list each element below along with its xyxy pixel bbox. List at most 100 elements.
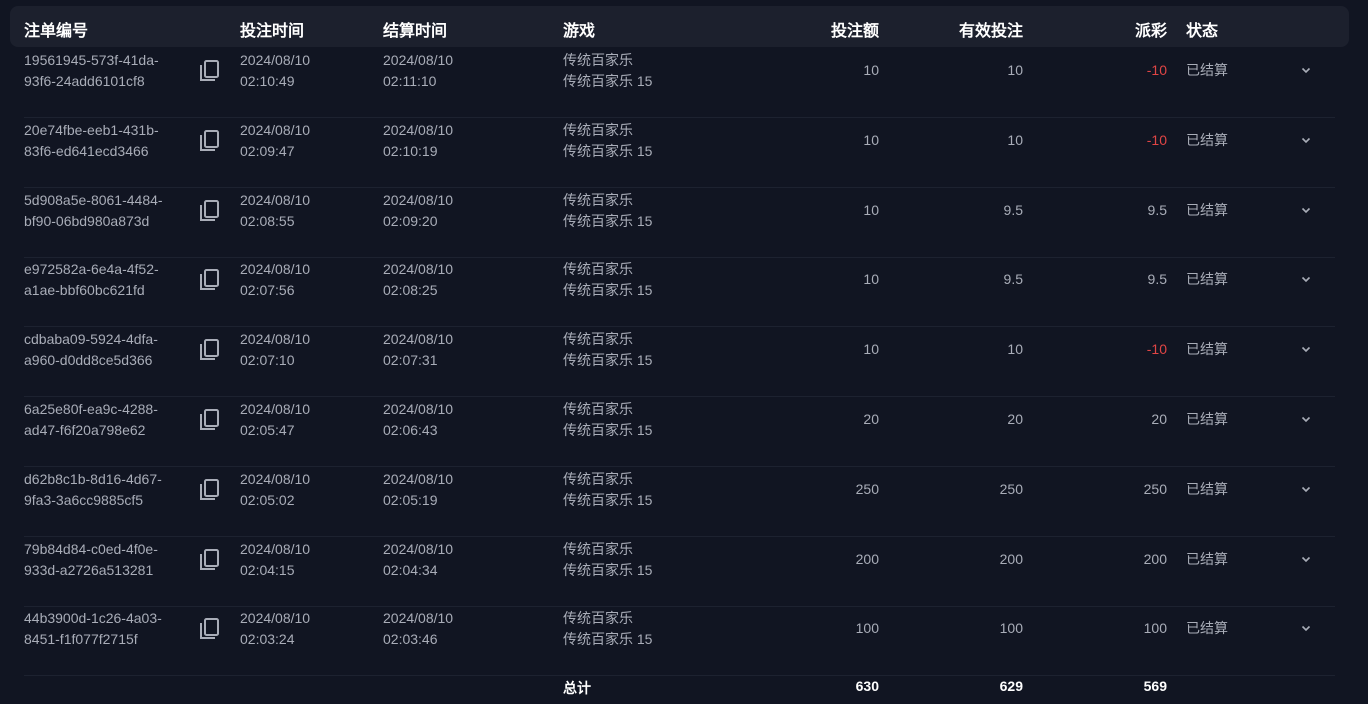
bet-clock: 02:03:24 bbox=[240, 631, 295, 648]
chevron-down-icon[interactable] bbox=[1300, 622, 1312, 634]
order-id-line1: 44b3900d-1c26-4a03- bbox=[24, 610, 162, 627]
bet-clock: 02:05:47 bbox=[240, 422, 295, 438]
game-name: 传统百家乐 bbox=[563, 52, 633, 68]
bet-time: 2024/08/10 02:10:49 bbox=[240, 50, 310, 92]
table-row[interactable]: 79b84d84-c0ed-4f0e- 933d-a2726a513281 202… bbox=[24, 537, 1335, 607]
total-valid: 629 bbox=[999, 678, 1023, 694]
copy-icon[interactable] bbox=[199, 408, 221, 432]
bet-date: 2024/08/10 bbox=[240, 191, 311, 208]
order-id-line1: cdbaba09-5924-4dfa- bbox=[24, 331, 158, 348]
settle-time: 2024/08/10 02:08:25 bbox=[383, 259, 453, 301]
settle-time: 2024/08/10 02:09:20 bbox=[383, 190, 453, 232]
payout: 9.5 bbox=[1147, 201, 1167, 218]
table-row[interactable]: 20e74fbe-eeb1-431b- 83f6-ed641ecd3466 202… bbox=[24, 118, 1335, 188]
copy-icon[interactable] bbox=[199, 268, 221, 292]
order-id-line2: 8451-f1f077f2715f bbox=[24, 631, 138, 648]
chevron-down-icon[interactable] bbox=[1300, 413, 1312, 425]
bet-amount: 20 bbox=[863, 411, 879, 427]
bet-date: 2024/08/10 bbox=[240, 610, 311, 627]
table-row[interactable]: 19561945-573f-41da- 93f6-24add6101cf8 202… bbox=[24, 48, 1335, 118]
bet-amount: 200 bbox=[855, 550, 879, 567]
game-table: 传统百家乐 15 bbox=[563, 631, 653, 648]
order-id-line1: d62b8c1b-8d16-4d67- bbox=[24, 470, 162, 487]
bet-clock: 02:07:56 bbox=[240, 282, 295, 299]
settle-clock: 02:07:31 bbox=[383, 352, 438, 369]
game-name: 传统百家乐 bbox=[563, 261, 633, 278]
bet-amount: 100 bbox=[855, 620, 879, 637]
bet-date: 2024/08/10 bbox=[240, 261, 311, 278]
bet-date: 2024/08/10 bbox=[240, 470, 311, 487]
bet-clock: 02:07:10 bbox=[240, 352, 295, 369]
chevron-down-icon[interactable] bbox=[1300, 343, 1312, 355]
bet-clock: 02:05:02 bbox=[240, 491, 295, 508]
game: 传统百家乐 传统百家乐 15 bbox=[563, 120, 652, 162]
game: 传统百家乐 传统百家乐 15 bbox=[563, 399, 652, 441]
copy-icon[interactable] bbox=[199, 548, 221, 572]
order-id: 19561945-573f-41da- 93f6-24add6101cf8 bbox=[24, 50, 159, 92]
bet-date: 2024/08/10 bbox=[240, 52, 311, 68]
settle-clock: 02:04:34 bbox=[383, 561, 438, 578]
game: 传统百家乐传统百家乐 15 bbox=[563, 259, 652, 301]
table-row[interactable]: 5d908a5e-8061-4484- bf90-06bd980a873d 202… bbox=[24, 188, 1335, 258]
col-bet-amount: 投注额 bbox=[830, 23, 879, 40]
order-id: 20e74fbe-eeb1-431b- 83f6-ed641ecd3466 bbox=[24, 120, 159, 162]
chevron-down-icon[interactable] bbox=[1300, 273, 1312, 285]
table-row[interactable]: cdbaba09-5924-4dfa-a960-d0dd8ce5d366 202… bbox=[24, 327, 1335, 398]
chevron-down-icon[interactable] bbox=[1300, 134, 1312, 146]
col-order-id: 注单编号 bbox=[24, 23, 89, 40]
payout: 20 bbox=[1151, 411, 1167, 427]
bet-clock: 02:09:47 bbox=[240, 142, 295, 159]
game-table: 传统百家乐 15 bbox=[563, 282, 653, 299]
copy-icon[interactable] bbox=[199, 338, 221, 362]
order-id-line1: 79b84d84-c0ed-4f0e- bbox=[24, 540, 158, 557]
game: 传统百家乐 传统百家乐 15 bbox=[563, 190, 652, 232]
bet-clock: 02:08:55 bbox=[240, 212, 295, 229]
settle-date: 2024/08/10 bbox=[383, 261, 454, 278]
chevron-down-icon[interactable] bbox=[1300, 204, 1312, 216]
copy-icon[interactable] bbox=[199, 617, 221, 641]
game: 传统百家乐 传统百家乐 15 bbox=[563, 329, 652, 371]
bet-time: 2024/08/10 02:04:15 bbox=[240, 539, 310, 581]
copy-icon[interactable] bbox=[199, 199, 221, 223]
table-header: 注单编号 投注时间 结算时间 游戏 投注额 有效投注 派彩 状态 bbox=[10, 6, 1349, 47]
game-name: 传统百家乐 bbox=[563, 610, 633, 627]
game: 传统百家乐 传统百家乐 15 bbox=[563, 539, 652, 581]
status: 已结算 bbox=[1186, 62, 1228, 78]
col-bet-time: 投注时间 bbox=[240, 23, 305, 40]
status: 已结算 bbox=[1186, 131, 1228, 148]
valid-bet: 20 bbox=[1007, 411, 1023, 427]
table-row[interactable]: d62b8c1b-8d16-4d67- 9fa3-3a6cc9885cf5 202… bbox=[24, 467, 1335, 537]
game-table: 传统百家乐 15 bbox=[563, 561, 653, 578]
chevron-down-icon[interactable] bbox=[1300, 64, 1312, 76]
copy-icon[interactable] bbox=[199, 59, 221, 83]
settle-clock: 02:10:19 bbox=[383, 142, 438, 159]
settle-time: 2024/08/10 02:07:31 bbox=[383, 329, 453, 371]
chevron-down-icon[interactable] bbox=[1300, 483, 1312, 495]
bet-time: 2024/08/10 02:07:56 bbox=[240, 259, 310, 301]
status: 已结算 bbox=[1186, 550, 1228, 567]
valid-bet: 10 bbox=[1007, 131, 1023, 148]
settle-clock: 02:06:43 bbox=[383, 422, 438, 438]
game-table: 传统百家乐 15 bbox=[563, 73, 653, 89]
settle-time: 2024/08/10 02:11:10 bbox=[383, 50, 453, 92]
valid-bet: 9.5 bbox=[1003, 201, 1023, 218]
payout: -10 bbox=[1146, 62, 1167, 78]
game: 传统百家乐传统百家乐 15 bbox=[563, 50, 652, 92]
table-row[interactable]: 6a25e80f-ea9c-4288- ad47-f6f20a798e62 202… bbox=[24, 397, 1335, 467]
valid-bet: 100 bbox=[999, 620, 1023, 637]
col-settle-time: 结算时间 bbox=[383, 23, 448, 40]
order-id-line1: 19561945-573f-41da- bbox=[24, 52, 159, 68]
settle-time: 2024/08/10 02:10:19 bbox=[383, 120, 453, 162]
copy-icon[interactable] bbox=[199, 478, 221, 502]
settle-date: 2024/08/10 bbox=[383, 191, 454, 208]
chevron-down-icon[interactable] bbox=[1300, 553, 1312, 565]
total-label: 总计 bbox=[563, 680, 591, 696]
status: 已结算 bbox=[1186, 411, 1228, 427]
col-valid-bet: 有效投注 bbox=[958, 23, 1023, 40]
table-row[interactable]: e972582a-6e4a-4f52- a1ae-bbf60bc621fd 202… bbox=[24, 257, 1335, 328]
settle-clock: 02:11:10 bbox=[383, 73, 437, 89]
settle-date: 2024/08/10 bbox=[383, 331, 454, 348]
copy-icon[interactable] bbox=[199, 129, 221, 153]
order-id: e972582a-6e4a-4f52- a1ae-bbf60bc621fd bbox=[24, 259, 159, 301]
table-row[interactable]: 44b3900d-1c26-4a03- 8451-f1f077f2715f 202… bbox=[24, 606, 1335, 677]
